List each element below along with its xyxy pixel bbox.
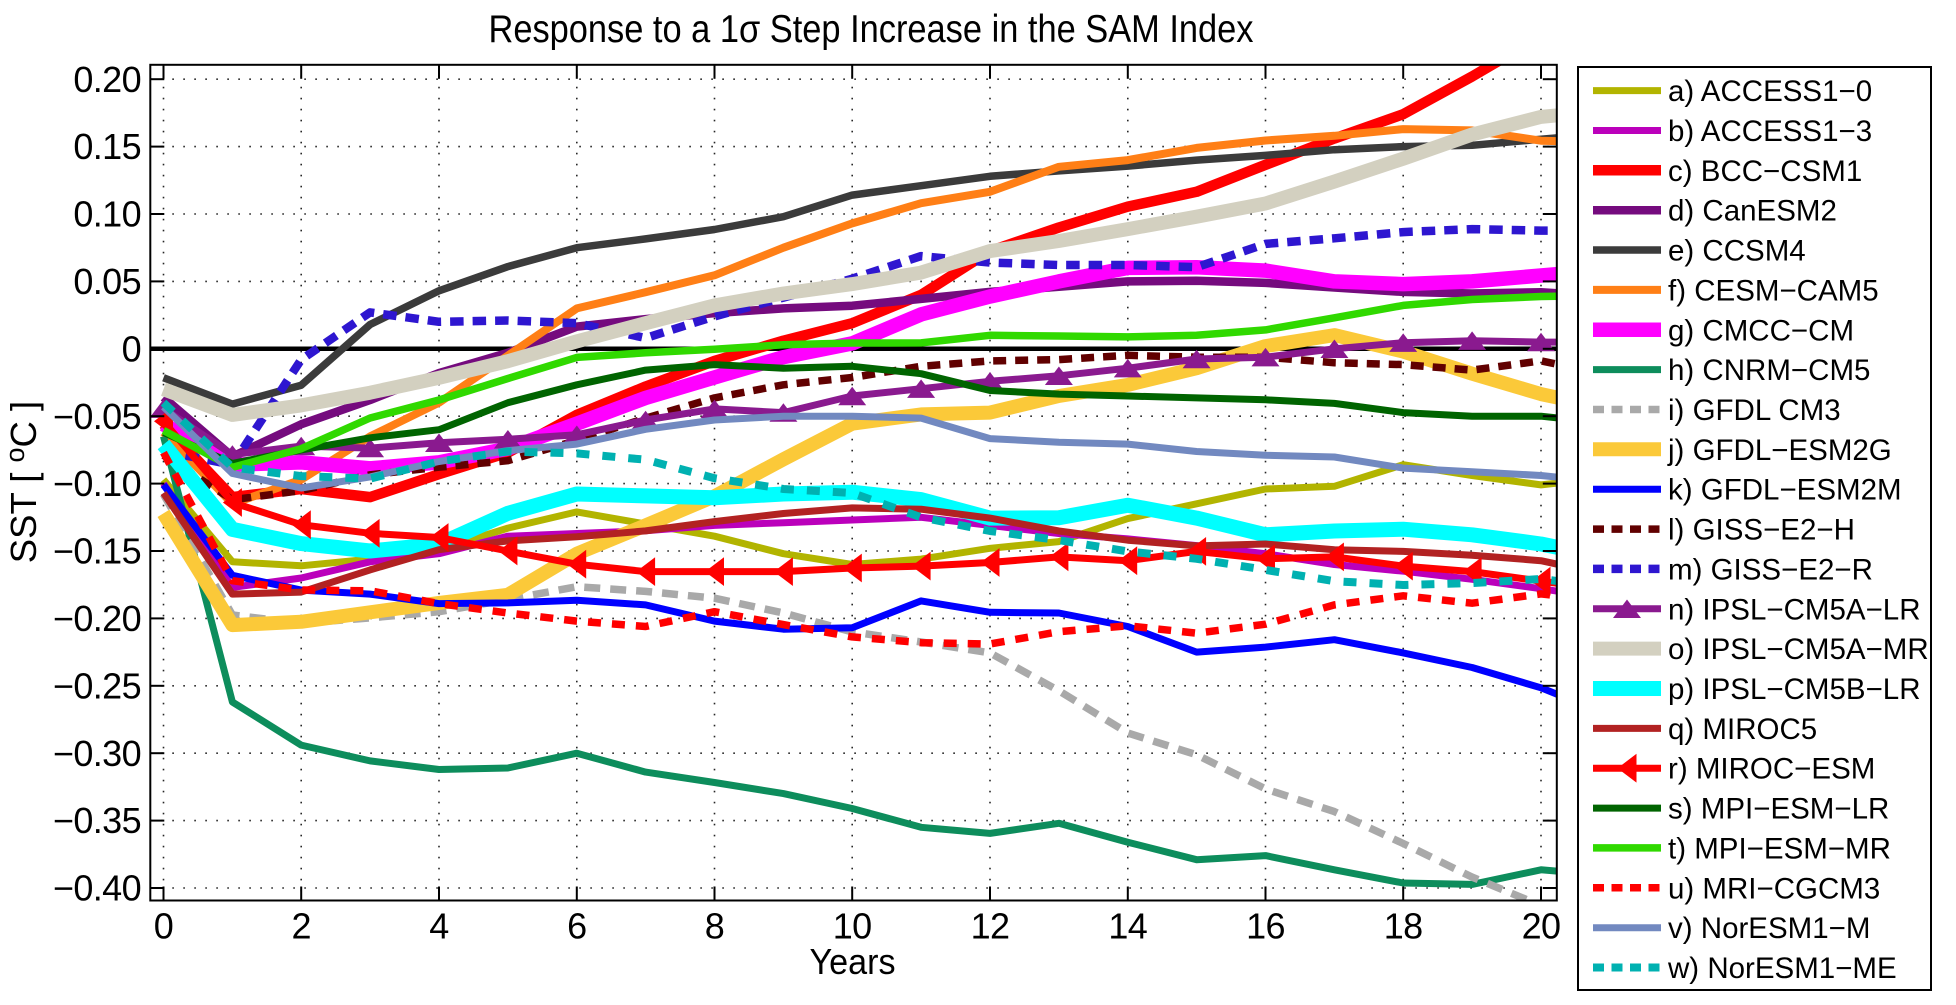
svg-text:12: 12 (971, 906, 1010, 947)
svg-text:f) CESM−CAM5: f) CESM−CAM5 (1668, 274, 1879, 307)
svg-text:−0.10: −0.10 (53, 463, 141, 504)
svg-text:j) GFDL−ESM2G: j) GFDL−ESM2G (1667, 434, 1892, 467)
svg-text:w) NorESM1−ME: w) NorESM1−ME (1667, 952, 1897, 985)
svg-text:8: 8 (705, 906, 724, 947)
svg-text:−0.40: −0.40 (53, 868, 141, 909)
svg-text:14: 14 (1108, 906, 1147, 947)
svg-text:6: 6 (567, 906, 586, 947)
svg-text:u) MRI−CGCM3: u) MRI−CGCM3 (1668, 872, 1880, 905)
svg-text:0.05: 0.05 (73, 261, 141, 302)
svg-text:i) GFDL CM3: i) GFDL CM3 (1668, 394, 1841, 427)
svg-text:−0.30: −0.30 (53, 733, 141, 774)
svg-text:0: 0 (154, 906, 173, 947)
svg-text:2: 2 (291, 906, 310, 947)
svg-text:Years: Years (810, 941, 896, 982)
svg-text:−0.25: −0.25 (53, 665, 141, 706)
svg-text:−0.20: −0.20 (53, 598, 141, 639)
svg-text:o) IPSL−CM5A−MR: o) IPSL−CM5A−MR (1668, 633, 1929, 666)
svg-text:p) IPSL−CM5B−LR: p) IPSL−CM5B−LR (1668, 673, 1921, 706)
svg-text:g) CMCC−CM: g) CMCC−CM (1668, 314, 1854, 347)
svg-text:0.20: 0.20 (73, 59, 141, 100)
svg-text:e) CCSM4: e) CCSM4 (1668, 235, 1806, 268)
svg-text:10: 10 (833, 906, 872, 947)
svg-text:d) CanESM2: d) CanESM2 (1668, 195, 1837, 228)
svg-text:−0.15: −0.15 (53, 531, 141, 572)
svg-text:16: 16 (1246, 906, 1285, 947)
svg-text:l) GISS−E2−H: l) GISS−E2−H (1668, 514, 1855, 547)
svg-text:−0.05: −0.05 (53, 396, 141, 437)
svg-text:20: 20 (1522, 906, 1561, 947)
svg-text:v) NorESM1−M: v) NorESM1−M (1668, 912, 1870, 945)
svg-text:c) BCC−CSM1: c) BCC−CSM1 (1668, 155, 1862, 188)
svg-text:k) GFDL−ESM2M: k) GFDL−ESM2M (1668, 474, 1902, 507)
svg-text:0: 0 (122, 328, 141, 369)
svg-text:b) ACCESS1−3: b) ACCESS1−3 (1668, 115, 1872, 148)
svg-text:q) MIROC5: q) MIROC5 (1668, 713, 1817, 746)
svg-text:n) IPSL−CM5A−LR: n) IPSL−CM5A−LR (1668, 593, 1921, 626)
svg-text:r) MIROC−ESM: r) MIROC−ESM (1668, 753, 1875, 786)
svg-text:a) ACCESS1−0: a) ACCESS1−0 (1668, 75, 1872, 108)
svg-text:t) MPI−ESM−MR: t) MPI−ESM−MR (1668, 832, 1891, 865)
svg-text:Response to a 1σ Step Increase: Response to a 1σ Step Increase in the SA… (489, 8, 1254, 51)
svg-text:18: 18 (1384, 906, 1423, 947)
svg-text:0.10: 0.10 (73, 194, 141, 235)
svg-text:s) MPI−ESM−LR: s) MPI−ESM−LR (1668, 793, 1889, 826)
svg-text:m) GISS−E2−R: m) GISS−E2−R (1668, 553, 1873, 586)
svg-text:−0.35: −0.35 (53, 800, 141, 841)
svg-text:0.15: 0.15 (73, 126, 141, 167)
svg-text:h) CNRM−CM5: h) CNRM−CM5 (1668, 354, 1870, 387)
svg-text:4: 4 (429, 906, 448, 947)
svg-text:SST [ oC ]: SST [ oC ] (0, 401, 44, 563)
